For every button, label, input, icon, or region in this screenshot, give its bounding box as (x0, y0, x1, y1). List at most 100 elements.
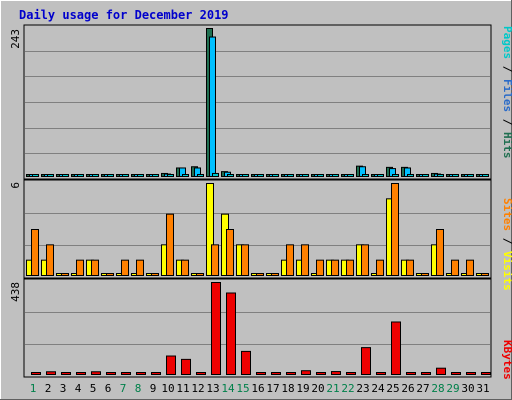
day-label-29: 29 (446, 382, 459, 395)
kbytes-bar-day-2 (46, 371, 56, 376)
pages-bar-day-14 (227, 174, 234, 177)
kbytes-bar-day-12 (196, 372, 206, 375)
pages-bar-day-26 (407, 174, 414, 177)
kbytes-bar-day-4 (76, 372, 86, 375)
kbytes-bar-day-17 (271, 372, 281, 375)
kbytes-bar-day-5 (91, 371, 101, 376)
files-bar-day-13 (209, 36, 216, 177)
pages-bar-day-27 (422, 174, 429, 177)
kbytes-bar-day-9 (151, 372, 161, 375)
sites-bar-day-15 (241, 244, 249, 276)
kbytes-gridlines (25, 312, 490, 345)
pages-bar-day-23 (362, 174, 369, 177)
sites-bar-day-1 (31, 229, 39, 276)
sites-bar-day-20 (316, 259, 324, 276)
sites-bar-day-22 (346, 259, 354, 276)
day-label-28: 28 (431, 382, 444, 395)
visits-ymax-label: 6 (9, 182, 22, 189)
kbytes-side-label: KBytes (501, 340, 512, 380)
kbytes-bar-day-27 (421, 372, 431, 375)
sites-bar-day-26 (406, 259, 414, 276)
day-label-7: 7 (120, 382, 127, 395)
pages-files-hits-side-label: Pages / Files / Hits (501, 26, 512, 159)
visits-panel: 6 Sites / Visits (9, 179, 512, 291)
kbytes-bar-day-8 (136, 372, 146, 375)
kbytes-bar-day-23 (361, 347, 371, 376)
pages-bar-day-7 (122, 174, 129, 177)
kbytes-bar-day-31 (481, 372, 491, 375)
hits-ymax-label: 243 (9, 29, 22, 49)
kbytes-bar-day-10 (166, 355, 176, 376)
pages-bar-day-25 (392, 174, 399, 177)
hits-side-label-part-1: / (501, 59, 512, 79)
day-label-19: 19 (296, 382, 309, 395)
day-label-16: 16 (251, 382, 264, 395)
sites-bar-day-25 (391, 183, 399, 276)
day-label-2: 2 (45, 382, 52, 395)
kbytes-bar-day-25 (391, 321, 401, 376)
kbytes-bar-day-29 (451, 372, 461, 375)
pages-bar-day-9 (152, 174, 159, 177)
kbytes-bar-day-7 (121, 372, 131, 375)
pages-bar-day-22 (347, 174, 354, 177)
day-label-23: 23 (356, 382, 369, 395)
day-label-25: 25 (386, 382, 399, 395)
hits-side-label-part-4: Hits (501, 132, 512, 159)
kbytes-panel: 438 KBytes (9, 278, 512, 380)
pages-bar-day-24 (377, 174, 384, 177)
visits-bar-day-13 (206, 183, 214, 276)
pages-bar-day-12 (197, 174, 204, 177)
day-label-6: 6 (105, 382, 112, 395)
hits-panel: 243 Pages / Files / Hits (9, 24, 512, 180)
sites-bar-day-28 (436, 229, 444, 276)
day-label-22: 22 (341, 382, 354, 395)
kbytes-panel-bg (23, 278, 492, 378)
day-label-13: 13 (206, 382, 219, 395)
pages-bar-day-30 (467, 174, 474, 177)
day-label-18: 18 (281, 382, 294, 395)
pages-bar-day-10 (167, 174, 174, 177)
pages-bar-day-31 (482, 174, 489, 177)
kbytes-bar-day-16 (256, 372, 266, 375)
pages-bar-day-1 (32, 174, 39, 177)
sites-visits-side-label: Sites / Visits (501, 198, 512, 291)
kbytes-bars (31, 282, 491, 376)
day-label-3: 3 (60, 382, 67, 395)
sites-bar-day-14 (226, 229, 234, 276)
sites-bar-day-3 (61, 273, 69, 276)
kbytes-bar-day-13 (211, 282, 221, 375)
kbytes-bar-day-21 (331, 371, 341, 375)
day-label-24: 24 (371, 382, 385, 395)
day-label-31: 31 (476, 382, 489, 395)
sites-bar-day-13 (211, 244, 219, 276)
pages-bar-day-15 (242, 174, 249, 177)
day-label-10: 10 (161, 382, 174, 395)
chart-title: Daily usage for December 2019 (19, 8, 229, 22)
day-label-5: 5 (90, 382, 97, 395)
sites-bar-day-23 (361, 244, 369, 276)
day-label-4: 4 (75, 382, 82, 395)
sites-bar-day-17 (271, 273, 279, 276)
kbytes-bar-day-22 (346, 372, 356, 375)
sites-bar-day-12 (196, 273, 204, 276)
sites-bar-day-24 (376, 259, 384, 276)
kbytes-bar-day-20 (316, 372, 326, 375)
kbytes-bar-day-19 (301, 370, 311, 375)
kbytes-ymax-label: 438 (9, 282, 22, 302)
pages-bar-day-18 (287, 174, 294, 177)
visits-gridlines (25, 213, 490, 246)
pages-bar-day-21 (332, 174, 339, 177)
pages-bar-day-6 (107, 174, 114, 177)
day-label-27: 27 (416, 382, 429, 395)
sites-bar-day-9 (151, 273, 159, 276)
hits-bars (26, 28, 489, 178)
day-label-11: 11 (176, 382, 189, 395)
kbytes-bar-day-30 (466, 372, 476, 375)
kbytes-bar-day-15 (241, 350, 251, 376)
sites-bar-day-5 (91, 259, 99, 276)
sites-bar-day-16 (256, 273, 264, 276)
hits-side-label-part-2: Files (501, 79, 512, 112)
sites-bar-day-21 (331, 259, 339, 276)
day-label-9: 9 (150, 382, 157, 395)
